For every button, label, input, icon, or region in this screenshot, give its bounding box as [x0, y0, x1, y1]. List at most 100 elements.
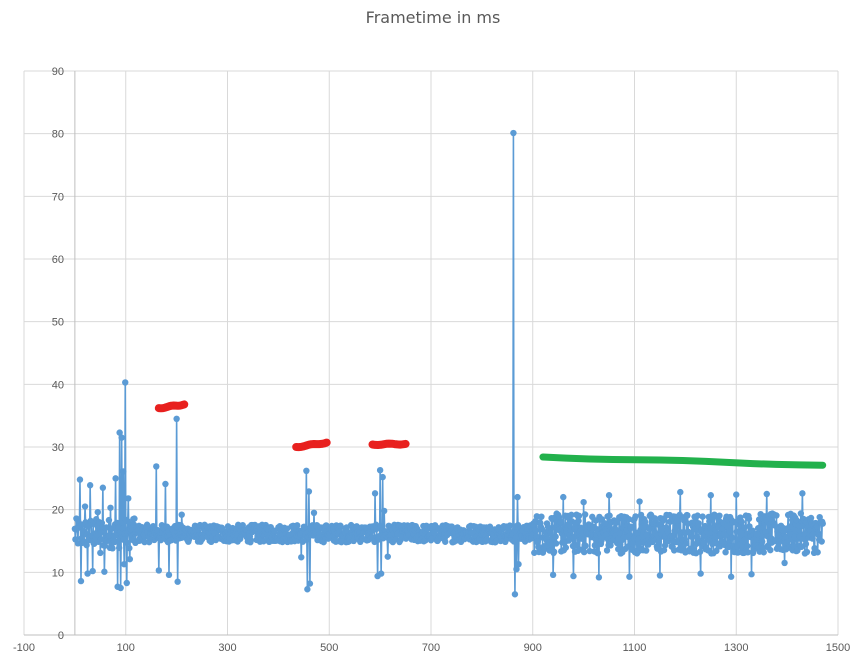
chart-title: Frametime in ms [365, 8, 501, 27]
y-tick-label: 50 [52, 317, 64, 329]
data-point [674, 517, 681, 525]
data-point [510, 129, 517, 137]
data-point [643, 547, 650, 554]
x-tick-label: 100 [117, 642, 135, 654]
data-point [306, 580, 314, 587]
y-tick-label: 30 [52, 442, 64, 454]
data-point [773, 512, 780, 519]
data-point [552, 533, 559, 540]
data-point [603, 547, 611, 554]
data-point [549, 571, 557, 579]
data-point [131, 515, 138, 522]
data-point [301, 523, 309, 531]
data-point [513, 566, 520, 573]
data-point [97, 536, 105, 543]
data-point [77, 577, 85, 585]
data-point [107, 504, 114, 511]
data-point [239, 522, 246, 529]
data-point [123, 579, 130, 587]
x-tick-label: -100 [13, 642, 35, 654]
data-point [126, 544, 133, 552]
data-point [534, 538, 542, 545]
data-point [793, 517, 800, 524]
data-point [745, 515, 753, 522]
x-tick-label: 300 [218, 642, 236, 654]
data-point [722, 549, 729, 556]
data-point [557, 518, 564, 526]
data-point [101, 568, 108, 575]
data-point [646, 525, 653, 532]
data-point [741, 536, 749, 543]
data-point [106, 532, 113, 539]
data-point [802, 540, 810, 548]
x-tick-label: 700 [422, 642, 440, 654]
data-point [532, 527, 539, 534]
y-tick-label: 80 [52, 129, 64, 141]
data-point [716, 512, 723, 519]
data-point [798, 543, 805, 550]
x-tick-label: 1500 [826, 642, 850, 654]
data-point [726, 528, 733, 535]
data-point [677, 488, 684, 496]
data-point [570, 572, 577, 580]
data-point [219, 525, 226, 533]
data-point [379, 473, 386, 481]
data-point [671, 527, 678, 535]
data-point [560, 493, 567, 501]
data-point [809, 530, 817, 538]
data-point [760, 549, 767, 556]
data-point [748, 571, 755, 578]
data-point [801, 530, 808, 538]
data-point [173, 415, 180, 422]
data-point [310, 509, 318, 516]
data-point [550, 548, 558, 555]
data-point [674, 523, 681, 530]
data-point [81, 503, 89, 510]
data-point [627, 523, 635, 530]
data-point [744, 542, 751, 550]
data-point [613, 519, 620, 526]
data-point [786, 530, 794, 538]
data-point [303, 467, 310, 475]
data-point [685, 528, 692, 536]
data-point [799, 490, 806, 497]
data-point [575, 512, 583, 520]
data-point [721, 532, 729, 539]
data-point [803, 548, 811, 556]
data-point [298, 554, 305, 561]
data-point [668, 532, 676, 539]
data-point [97, 549, 104, 557]
data-point [155, 567, 163, 574]
data-point [594, 549, 602, 557]
data-point [819, 520, 826, 527]
data-point [771, 522, 779, 529]
data-point [800, 535, 808, 543]
data-point [699, 513, 706, 520]
green-annotation-stroke [539, 453, 827, 469]
data-point [763, 490, 770, 498]
data-point [744, 549, 752, 556]
data-point [533, 533, 540, 540]
data-point [683, 540, 690, 547]
data-point [94, 508, 101, 516]
data-point [754, 525, 762, 532]
data-point [816, 513, 823, 521]
data-point [605, 492, 613, 499]
data-point [629, 540, 637, 548]
data-point [162, 480, 169, 488]
data-point [122, 379, 129, 386]
data-point [572, 541, 580, 549]
data-point [655, 538, 663, 545]
data-point [163, 523, 171, 530]
red-annotation-stroke [368, 439, 410, 449]
data-point [120, 468, 127, 475]
data-point [586, 547, 593, 555]
data-point [552, 540, 560, 547]
data-point [112, 475, 119, 482]
data-point [353, 523, 360, 530]
data-point [595, 574, 603, 581]
data-point [813, 523, 821, 530]
data-point [626, 573, 633, 580]
y-tick-label: 90 [52, 66, 64, 78]
data-point [568, 511, 575, 519]
